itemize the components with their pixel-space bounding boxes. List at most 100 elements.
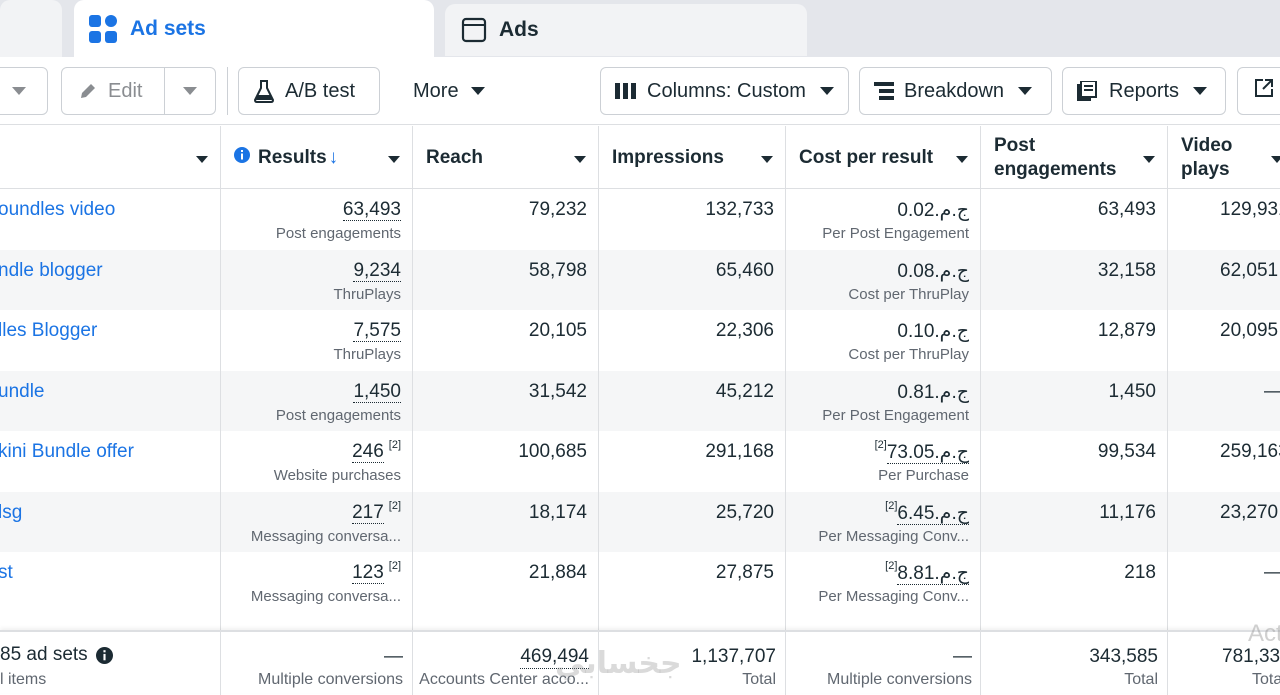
result-value[interactable]: 7,575 <box>353 320 401 342</box>
tab-ads[interactable]: Ads <box>445 4 807 56</box>
total-cost-sub: Multiple conversions <box>827 671 972 688</box>
table-header: Results ↓ Reach Impressions Cost per res… <box>0 126 1280 189</box>
post-engagements-header-line1: Post <box>994 134 1036 156</box>
attribution-footnote: [2] <box>885 500 898 512</box>
ad-set-name-link[interactable]: kini Bundle offer <box>0 441 134 462</box>
ad-set-name-link[interactable]: undle <box>0 381 45 402</box>
ad-set-name-link[interactable]: st <box>0 562 13 583</box>
breakdown-button[interactable]: Breakdown <box>859 67 1052 115</box>
column-divider <box>412 632 413 695</box>
ad-window-icon <box>461 17 487 43</box>
export-button[interactable] <box>1237 67 1280 115</box>
columns-icon <box>615 82 637 100</box>
columns-button[interactable]: Columns: Custom <box>600 67 849 115</box>
cost-per-result-cell: ج.م.0.81 Per Post Engagement <box>785 371 980 431</box>
edit-dropdown[interactable] <box>165 87 215 95</box>
table-row[interactable]: lles Blogger 7,575 ThruPlays 20,105 22,306 12… <box>0 310 1280 370</box>
result-value[interactable]: 9,234 <box>353 260 401 282</box>
col-header-cost-per-result[interactable]: Cost per result <box>785 126 980 189</box>
cost-value[interactable]: ج.م.8.81 <box>897 563 969 585</box>
reach-header-label: Reach <box>426 146 484 168</box>
result-value[interactable]: 63,493 <box>342 199 401 221</box>
engagements-cell: 63,493 <box>980 189 1167 249</box>
cost-type: Per Post Engagement <box>822 407 969 424</box>
chevron-down-icon <box>1018 87 1033 95</box>
result-value[interactable]: 123 <box>352 562 384 584</box>
tab-campaigns[interactable] <box>0 0 62 57</box>
reports-label: Reports <box>1109 79 1180 102</box>
column-divider <box>785 126 786 630</box>
ad-set-name-link[interactable]: lsg <box>0 502 23 523</box>
impressions-value: 25,720 <box>715 502 774 523</box>
table-row[interactable]: kini Bundle offer 246 [2] Website purchases… <box>0 431 1280 491</box>
create-dropdown-button[interactable] <box>0 67 48 115</box>
engagements-value: 218 <box>1124 562 1156 583</box>
cost-value: ج.م.0.02 <box>897 200 969 221</box>
watermark: جخسابي <box>555 647 682 680</box>
column-divider <box>220 632 221 695</box>
total-impressions-sub: Total <box>742 671 776 688</box>
info-icon <box>234 146 250 163</box>
reach-cell: 18,174 <box>412 492 598 552</box>
chevron-down-icon <box>819 87 834 95</box>
impressions-header-label: Impressions <box>612 146 724 168</box>
table-row[interactable]: ndle blogger 9,234 ThruPlays 58,798 65,460 32… <box>0 250 1280 310</box>
col-header-reach[interactable]: Reach <box>412 126 598 189</box>
cost-value: ج.م.0.10 <box>897 321 969 342</box>
ad-set-name-link[interactable]: lles Blogger <box>0 320 98 341</box>
cost-value-wrap: ج.م.6.45[2] <box>880 500 969 525</box>
impressions-cell: 22,306 <box>598 310 785 370</box>
engagements-value: 99,534 <box>1097 441 1156 462</box>
result-value[interactable]: 1,450 <box>353 381 401 403</box>
table-row[interactable]: oundles video 63,493 Post engagements 79,23… <box>0 189 1280 249</box>
ad-set-count-label: 85 ad sets <box>0 644 88 665</box>
attribution-footnote: [2] <box>874 439 887 451</box>
reach-value: 58,798 <box>528 260 587 281</box>
result-value[interactable]: 246 <box>352 441 384 463</box>
cost-value[interactable]: ج.م.6.45 <box>897 503 969 525</box>
cost-per-result-cell: ج.م.0.08 Cost per ThruPlay <box>785 250 980 310</box>
result-value-wrap: 63,493 <box>342 199 401 221</box>
impressions-cell: 65,460 <box>598 250 785 310</box>
result-type: Post engagements <box>275 407 401 424</box>
reports-button[interactable]: Reports <box>1062 67 1226 115</box>
cost-value: ج.م.0.81 <box>897 382 969 403</box>
video-plays-cell: 23,270 <box>1167 492 1280 552</box>
tab-ad-sets[interactable]: Ad sets <box>74 0 434 57</box>
column-divider <box>598 126 599 630</box>
total-video-plays-sub: Total <box>1252 671 1280 688</box>
table-row[interactable]: undle 1,450 Post engagements 31,542 45,212 1,… <box>0 371 1280 431</box>
video-plays-cell: — <box>1167 552 1280 612</box>
ab-test-button[interactable]: A/B test <box>238 67 380 115</box>
reach-cell: 21,884 <box>412 552 598 612</box>
more-button[interactable]: More <box>398 67 498 115</box>
ad-set-name-link[interactable]: oundles video <box>0 199 116 220</box>
video-plays-cell: 129,931 <box>1167 189 1280 249</box>
edit-button[interactable]: Edit <box>61 67 216 115</box>
cost-type: Per Messaging Conv... <box>818 528 969 545</box>
engagements-value: 12,879 <box>1097 320 1156 341</box>
table-row[interactable]: lsg 217 [2] Messaging conversa... 18,174 25,7… <box>0 492 1280 552</box>
col-header-name[interactable] <box>0 126 220 189</box>
post-engagements-header-line2: engagements <box>994 158 1117 180</box>
cost-value[interactable]: ج.م.73.05 <box>886 442 969 464</box>
table-row[interactable]: st 123 [2] Messaging conversa... 21,884 27,87… <box>0 552 1280 612</box>
result-value[interactable]: 217 <box>352 502 384 524</box>
result-value-wrap: 246 [2] <box>352 439 401 463</box>
chevron-down-icon <box>1271 156 1280 163</box>
reports-icon <box>1077 81 1099 101</box>
col-header-results[interactable]: Results ↓ <box>220 126 412 189</box>
column-divider <box>598 632 599 695</box>
col-header-video-plays[interactable]: Video plays <box>1167 126 1280 189</box>
ad-set-name-link[interactable]: ndle blogger <box>0 260 103 281</box>
results-cell: 7,575 ThruPlays <box>220 310 412 370</box>
engagements-value: 1,450 <box>1108 381 1156 402</box>
impressions-cell: 132,733 <box>598 189 785 249</box>
column-divider <box>220 126 221 630</box>
col-header-post-engagements[interactable]: Post engagements <box>980 126 1167 189</box>
col-header-impressions[interactable]: Impressions <box>598 126 785 189</box>
video-plays-value: 129,931 <box>1220 199 1280 220</box>
results-cell: 246 [2] Website purchases <box>220 431 412 491</box>
total-reach-sub: Accounts Center acco... <box>419 671 589 688</box>
results-cell: 63,493 Post engagements <box>220 189 412 249</box>
